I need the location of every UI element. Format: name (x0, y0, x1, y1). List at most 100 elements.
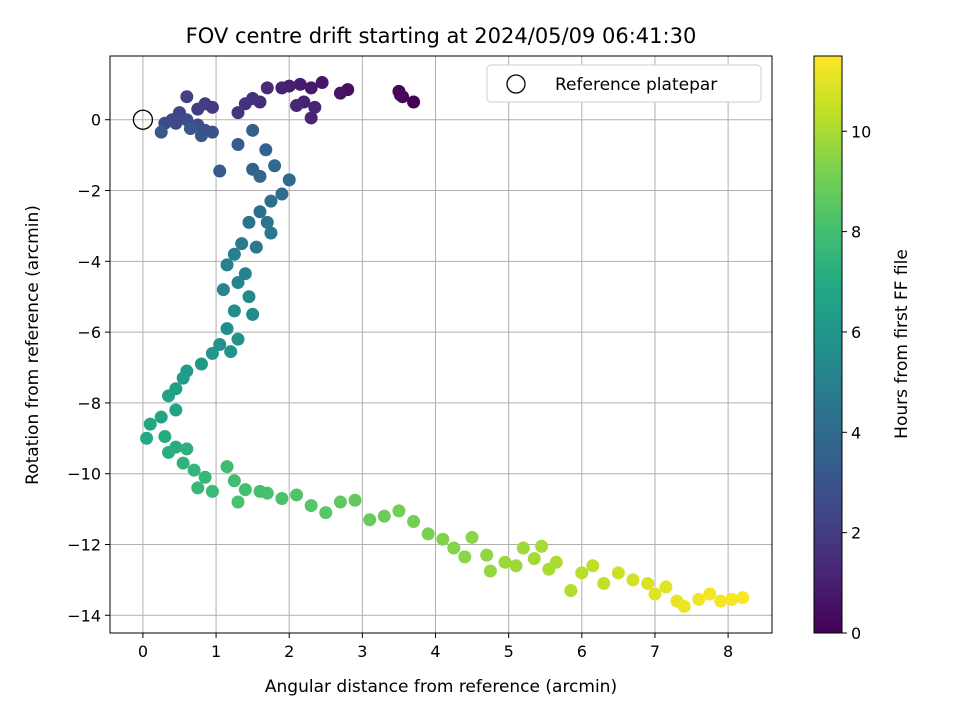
drift-point (293, 77, 307, 91)
drift-point (275, 491, 289, 505)
drift-point (176, 371, 190, 385)
drift-point (703, 587, 717, 601)
colorbar: 0 2 4 6 8 10 Hours from first FF file (813, 55, 912, 643)
drift-point (575, 566, 589, 580)
x-tick-label: 8 (723, 642, 733, 661)
x-axis-ticks: 0 1 2 3 4 5 6 7 8 (138, 633, 733, 661)
drift-point (169, 403, 183, 417)
drift-point (246, 307, 260, 321)
x-tick-label: 4 (430, 642, 440, 661)
drift-point (527, 552, 541, 566)
drift-point (231, 106, 245, 120)
drift-point (176, 456, 190, 470)
drift-point (377, 509, 391, 523)
drift-point (140, 431, 154, 445)
reference-platepar-marker (132, 109, 154, 130)
y-tick-label: −8 (77, 394, 101, 413)
y-tick-label: −14 (67, 606, 101, 625)
y-axis-ticks: 0 −2 −4 −6 −8 −10 −12 −14 (67, 111, 110, 625)
drift-point (363, 513, 377, 527)
x-tick-label: 6 (577, 642, 587, 661)
y-tick-label: −4 (77, 252, 101, 271)
drift-point (253, 169, 267, 183)
drift-point (249, 240, 263, 254)
drift-point (725, 592, 739, 606)
drift-point (260, 486, 274, 500)
x-tick-label: 3 (357, 642, 367, 661)
drift-point (626, 573, 640, 587)
drift-point (549, 555, 563, 569)
drift-point (458, 550, 472, 564)
drift-point (516, 541, 530, 555)
drift-point (586, 559, 600, 573)
colorbar-tick-label: 4 (851, 423, 861, 442)
drift-point (154, 125, 168, 139)
drift-point (158, 430, 172, 444)
drift-point (509, 559, 523, 573)
drift-point (227, 247, 241, 261)
drift-point (191, 481, 205, 495)
drift-point (275, 81, 289, 95)
grid-lines (110, 56, 772, 633)
drift-point (736, 591, 750, 605)
drift-point (319, 506, 333, 520)
drift-point (304, 81, 318, 95)
drift-point (205, 346, 219, 360)
drift-point (238, 267, 252, 281)
drift-point (275, 187, 289, 201)
drift-point (597, 576, 611, 590)
x-tick-label: 7 (650, 642, 660, 661)
drift-point (692, 592, 706, 606)
y-tick-label: −12 (67, 536, 101, 555)
drift-point (187, 463, 201, 477)
drift-point (535, 539, 549, 553)
drift-point (447, 541, 461, 555)
drift-point (238, 97, 252, 111)
drift-point (348, 493, 362, 507)
drift-point (242, 290, 256, 304)
drift-point (407, 514, 421, 528)
drift-point (162, 389, 176, 403)
drift-point (677, 599, 691, 613)
drift-point (194, 129, 208, 143)
drift-point (465, 530, 479, 544)
plot-frame (109, 55, 773, 634)
x-tick-label: 0 (138, 642, 148, 661)
drift-point (641, 576, 655, 590)
drift-point (162, 445, 176, 459)
y-axis-label: Rotation from reference (arcmin) (23, 205, 43, 485)
drift-point (659, 580, 673, 594)
drift-point (259, 143, 273, 157)
drift-point (290, 99, 304, 113)
drift-point (231, 137, 245, 151)
drift-point (333, 495, 347, 509)
drift-point (213, 338, 227, 351)
x-axis-label: Angular distance from reference (arcmin) (265, 677, 617, 697)
colorbar-label: Hours from first FF file (892, 249, 912, 439)
drift-point (169, 116, 183, 130)
colorbar-tick-label: 0 (851, 624, 861, 643)
drift-point (191, 102, 205, 116)
legend-entry-reference-platepar: Reference platepar (555, 75, 717, 95)
drift-point (648, 587, 662, 601)
chart-title: FOV centre drift starting at 2024/05/09 … (186, 24, 697, 48)
colorbar-tick-label: 6 (851, 323, 861, 342)
drift-point (224, 345, 238, 359)
drift-point (392, 504, 406, 518)
drift-point (154, 410, 168, 424)
y-tick-label: −6 (77, 323, 101, 342)
y-tick-label: 0 (91, 111, 101, 130)
drift-point (216, 283, 230, 297)
drift-point (268, 159, 282, 173)
drift-point (235, 237, 249, 251)
drift-point (246, 123, 260, 137)
drift-point (714, 594, 728, 608)
drift-point (231, 495, 245, 509)
drift-point (180, 442, 194, 456)
drift-point (231, 276, 245, 290)
legend: Reference platepar (486, 64, 762, 103)
drift-point (220, 322, 234, 336)
drift-point (290, 488, 304, 502)
drift-point (260, 81, 274, 95)
